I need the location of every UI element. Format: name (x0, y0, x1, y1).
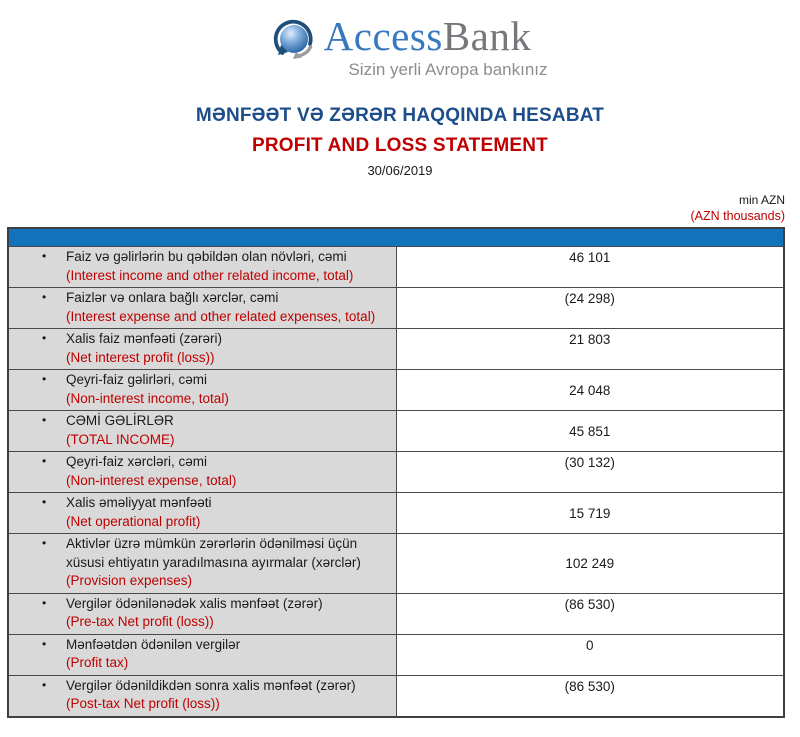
row-label-az: Vergilər ödənildikdən sonra xalis mənfəə… (66, 677, 356, 693)
row-description-cell: • Xalis əməliyyat mənfəəti (Net operatio… (7, 492, 397, 534)
row-label-en: (Interest income and other related incom… (66, 267, 354, 283)
row-description-cell: • Vergilər ödənildikdən sonra xalis mənf… (7, 674, 397, 717)
row-label-en: (Net interest profit (loss)) (66, 349, 215, 365)
row-value: (86 530) (395, 674, 785, 717)
row-label-az: CƏMİ GƏLİRLƏR (66, 413, 174, 428)
table-header-row (7, 227, 785, 247)
row-description-cell: • Mənfəətdən ödənilən vergilər (Profit t… (7, 633, 397, 676)
row-label-en: (Non-interest expense, total) (66, 472, 237, 488)
row-description-cell: • Qeyri-faiz gəlirləri, cəmi (Non-intere… (7, 369, 397, 411)
row-description-cell: • Aktivlər üzrə mümkün zərərlərin ödənil… (7, 533, 397, 594)
table-row: • Vergilər ödənildikdən sonra xalis mənf… (7, 674, 785, 717)
bullet-icon: • (42, 331, 47, 345)
unit-note: min AZN (AZN thousands) (0, 193, 785, 224)
bullet-icon: • (42, 495, 47, 509)
bullet-icon: • (42, 536, 47, 550)
bullet-icon: • (42, 677, 47, 692)
row-value: 21 803 (395, 328, 785, 370)
row-label-en: (Profit tax) (66, 655, 129, 670)
row-value: (86 530) (395, 592, 785, 635)
bullet-icon: • (42, 636, 47, 651)
brand-wordmark: AccessBank (324, 13, 532, 59)
row-value: 46 101 (395, 246, 785, 288)
table-row: • Aktivlər üzrə mümkün zərərlərin ödənil… (7, 533, 785, 594)
row-label-en: (Provision expenses) (66, 573, 193, 588)
row-value: 15 719 (395, 492, 785, 534)
row-description-cell: • Faizlər və onlara bağlı xərclər, cəmi … (7, 287, 397, 329)
bullet-icon: • (42, 249, 47, 263)
row-description-cell: • Vergilər ödənilənədək xalis mənfəət (z… (7, 592, 397, 635)
row-label-az: Xalis faiz mənfəəti (zərəri) (66, 331, 223, 346)
row-label-az: Aktivlər üzrə mümkün zərərlərin ödənilmə… (66, 536, 361, 570)
brand-bank-text: Bank (442, 13, 532, 59)
row-value: 24 048 (395, 369, 785, 411)
title-azerbaijani: MƏNFƏƏT VƏ ZƏRƏR HAQQINDA HESABAT (195, 105, 605, 126)
row-value: 102 249 (395, 533, 785, 594)
row-value: (30 132) (395, 451, 785, 493)
profit-loss-table: • Faiz və gəlirlərin bu qəbildən olan nö… (7, 227, 785, 718)
table-row: • Qeyri-faiz gəlirləri, cəmi (Non-intere… (7, 369, 785, 411)
bullet-icon: • (42, 290, 47, 304)
row-label-az: Qeyri-faiz xərcləri, cəmi (66, 454, 208, 469)
row-label-az: Qeyri-faiz gəlirləri, cəmi (66, 372, 208, 387)
row-label-az: Vergilər ödənilənədək xalis mənfəət (zər… (66, 595, 323, 611)
brand-access-text: Access (323, 13, 443, 59)
table-row: • Xalis faiz mənfəəti (zərəri) (Net inte… (7, 328, 785, 370)
table-row: • Faizlər və onlara bağlı xərclər, cəmi … (7, 287, 785, 329)
table-row: • Vergilər ödənilənədək xalis mənfəət (z… (7, 592, 785, 635)
table-row: • Xalis əməliyyat mənfəəti (Net operatio… (7, 492, 785, 534)
row-label-en: (Interest expense and other related expe… (66, 308, 376, 324)
row-label-en: (TOTAL INCOME) (66, 431, 175, 447)
accessbank-logo: AccessBank (0, 0, 800, 60)
row-description-cell: • Qeyri-faiz xərcləri, cəmi (Non-interes… (7, 451, 397, 493)
row-label-az: Faizlər və onlara bağlı xərclər, cəmi (66, 290, 279, 305)
table-row: • CƏMİ GƏLİRLƏR (TOTAL INCOME) 45 851 (7, 410, 785, 452)
unit-note-english: (AZN thousands) (690, 209, 785, 223)
table-row: • Mənfəətdən ödənilən vergilər (Profit t… (7, 633, 785, 676)
document-page: AccessBank Sizin yerli Avropa bankınız M… (0, 0, 800, 718)
bullet-icon: • (42, 413, 47, 427)
bullet-icon: • (42, 595, 47, 610)
bullet-icon: • (42, 372, 47, 386)
row-value: 0 (395, 633, 785, 676)
unit-note-azerbaijani: min AZN (738, 193, 785, 207)
row-label-az: Xalis əməliyyat mənfəəti (66, 495, 212, 510)
table-row: • Faiz və gəlirlərin bu qəbildən olan nö… (7, 246, 785, 288)
row-label-en: (Pre-tax Net profit (loss)) (66, 614, 214, 629)
row-description-cell: • Faiz və gəlirlərin bu qəbildən olan nö… (7, 246, 397, 288)
row-label-en: (Non-interest income, total) (66, 390, 229, 406)
row-value: (24 298) (395, 287, 785, 329)
bullet-icon: • (42, 454, 47, 468)
globe-icon (273, 19, 313, 59)
row-label-az: Mənfəətdən ödənilən vergilər (66, 636, 241, 652)
row-description-cell: • CƏMİ GƏLİRLƏR (TOTAL INCOME) (7, 410, 397, 452)
row-label-en: (Net operational profit) (66, 513, 201, 529)
table-header-bar (7, 227, 785, 247)
statement-date: 30/06/2019 (367, 163, 433, 178)
row-value: 45 851 (395, 410, 785, 452)
row-description-cell: • Xalis faiz mənfəəti (zərəri) (Net inte… (7, 328, 397, 370)
row-label-az: Faiz və gəlirlərin bu qəbildən olan növl… (66, 249, 347, 264)
row-label-en: (Post-tax Net profit (loss)) (66, 696, 220, 711)
logo-tagline: Sizin yerli Avropa bankınız (348, 60, 548, 79)
title-english: PROFIT AND LOSS STATEMENT (252, 135, 548, 156)
table-row: • Qeyri-faiz xərcləri, cəmi (Non-interes… (7, 451, 785, 493)
